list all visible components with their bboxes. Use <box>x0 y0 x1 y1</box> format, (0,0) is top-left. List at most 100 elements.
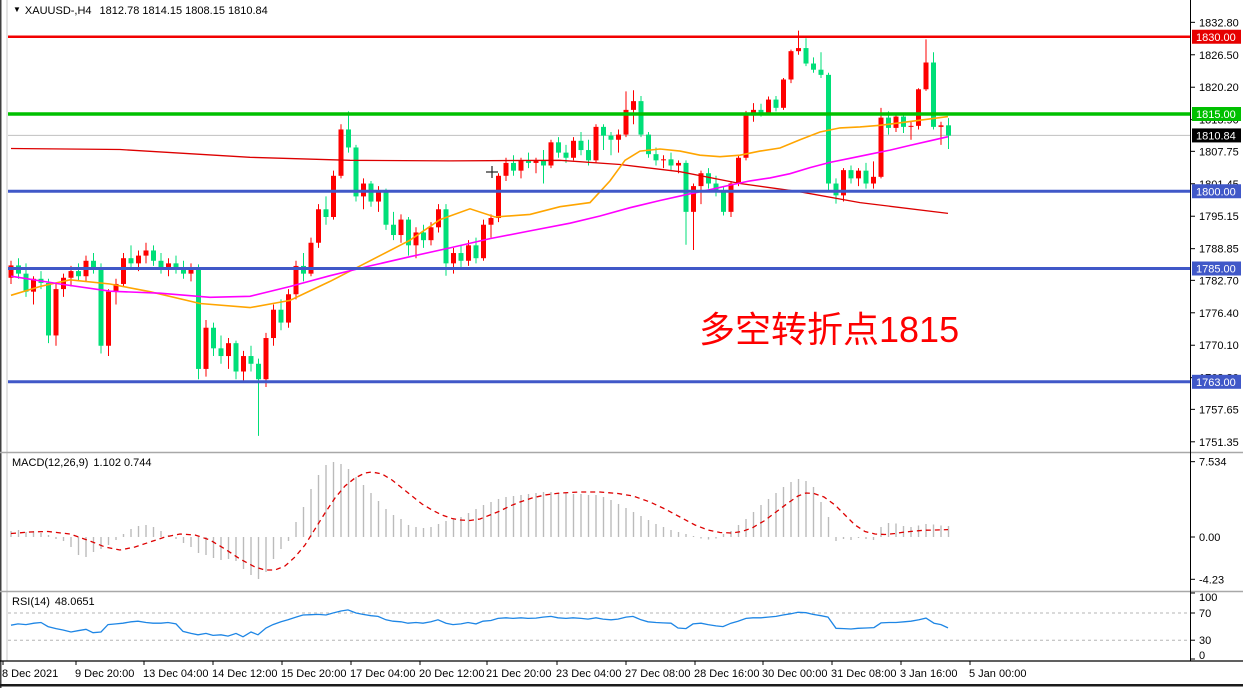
candle <box>196 264 201 380</box>
candle-body <box>668 159 674 166</box>
candle-body <box>316 209 321 243</box>
price-tick-label: 1788.85 <box>1199 244 1239 256</box>
price-tick-label: 1782.70 <box>1199 275 1239 287</box>
candle <box>323 196 329 225</box>
candle-body <box>91 260 96 269</box>
price-tick-label: 1832.80 <box>1199 17 1239 29</box>
candle <box>151 245 156 266</box>
candle-body <box>473 245 479 259</box>
candle-body <box>346 129 351 148</box>
candle-body <box>818 69 824 75</box>
candle <box>773 95 779 112</box>
rsi-axis-label: 100 <box>1199 592 1217 604</box>
candle <box>736 155 741 187</box>
candle <box>391 211 396 241</box>
candle <box>53 283 59 346</box>
candle <box>811 57 816 73</box>
price-tick-label: 1770.10 <box>1199 340 1239 352</box>
macd-panel[interactable] <box>10 462 950 579</box>
price-level-label: 1785.00 <box>1192 261 1241 276</box>
time-tick-label: 30 Dec 00:00 <box>762 668 827 680</box>
candle <box>631 90 636 125</box>
rsi-value: 48.0651 <box>54 596 95 608</box>
price-tick-label: 1807.75 <box>1199 146 1239 158</box>
rsi-axis-label: 0 <box>1199 650 1205 662</box>
candle <box>188 263 194 282</box>
rsi-panel[interactable] <box>8 609 1190 641</box>
candle-body <box>151 250 156 261</box>
candle-body <box>916 89 921 126</box>
candle <box>826 72 831 191</box>
candle <box>593 124 599 163</box>
candle <box>91 253 96 274</box>
candle <box>46 278 51 344</box>
candle-body <box>308 242 314 274</box>
candle <box>466 240 471 266</box>
candle-body <box>143 250 149 256</box>
ma-red <box>10 147 949 215</box>
price-level-label: 1815.00 <box>1192 107 1241 121</box>
time-tick-label: 3 Jan 16:00 <box>900 668 958 680</box>
candle-body <box>571 140 576 158</box>
rsi-indicator-label: RSI(14) 48.0651 <box>12 596 100 608</box>
candle-body <box>781 79 786 108</box>
candle-body <box>31 278 36 292</box>
price-tick-label: 1776.40 <box>1199 308 1239 320</box>
candle-body <box>796 48 801 52</box>
symbol-timeframe-title: XAUUSD-,H4 <box>24 5 92 17</box>
candle-body <box>293 265 299 295</box>
candle-body <box>908 125 914 127</box>
candle <box>743 110 749 161</box>
time-axis[interactable]: 8 Dec 2021 9 Dec 20:00 13 Dec 04:00 14 Dec … <box>2 661 1027 680</box>
candle-body <box>451 253 456 264</box>
candle <box>398 214 404 243</box>
candle-body <box>428 227 434 241</box>
candle-body <box>653 154 659 161</box>
candle-body <box>593 126 599 161</box>
candle <box>346 111 351 153</box>
price-tick-label: 1826.50 <box>1199 50 1239 62</box>
time-tick-label: 14 Dec 12:00 <box>212 668 277 680</box>
candle-body <box>106 291 111 346</box>
candle <box>211 322 216 357</box>
candle <box>638 95 644 138</box>
time-tick-label: 21 Dec 20:00 <box>486 668 551 680</box>
candle-body <box>331 175 336 217</box>
candle <box>511 155 516 176</box>
candle-body <box>638 101 644 135</box>
macd-axis-label: 0.00 <box>1199 532 1220 544</box>
candle <box>518 157 524 179</box>
candle-body <box>578 140 584 151</box>
symbol-dropdown-icon[interactable]: ▼ <box>13 5 21 14</box>
time-tick-label: 17 Dec 04:00 <box>350 668 415 680</box>
candle <box>563 144 569 163</box>
price-tick-label: 1795.15 <box>1199 211 1239 223</box>
candle-body <box>278 309 284 323</box>
candle-body <box>481 224 486 259</box>
candle-body <box>616 134 621 140</box>
candle-body <box>436 209 441 228</box>
price-level-label-bg <box>1192 29 1241 44</box>
candle <box>856 168 861 187</box>
candle-body <box>803 48 809 64</box>
candle <box>946 118 951 150</box>
price-level-label: 1830.00 <box>1192 29 1241 44</box>
chart-title-bar: ▼ XAUUSD-,H4 1812.78 1814.15 1808.15 1810.… <box>13 5 268 17</box>
candle-body <box>563 152 569 158</box>
candle <box>308 237 314 277</box>
candle-body <box>691 186 696 212</box>
candle <box>781 77 786 110</box>
candle-body <box>728 183 734 212</box>
candle-body <box>166 263 171 269</box>
candle <box>8 260 14 284</box>
chart-annotation-text[interactable]: 多空转折点1815 <box>699 309 960 350</box>
candle <box>571 137 576 161</box>
candle-body <box>173 263 179 269</box>
candle-body <box>181 268 186 274</box>
candle-body <box>496 175 501 219</box>
ma-magenta <box>10 135 949 299</box>
candle <box>766 96 771 116</box>
candle-body <box>421 232 426 241</box>
rsi-line <box>10 609 949 638</box>
